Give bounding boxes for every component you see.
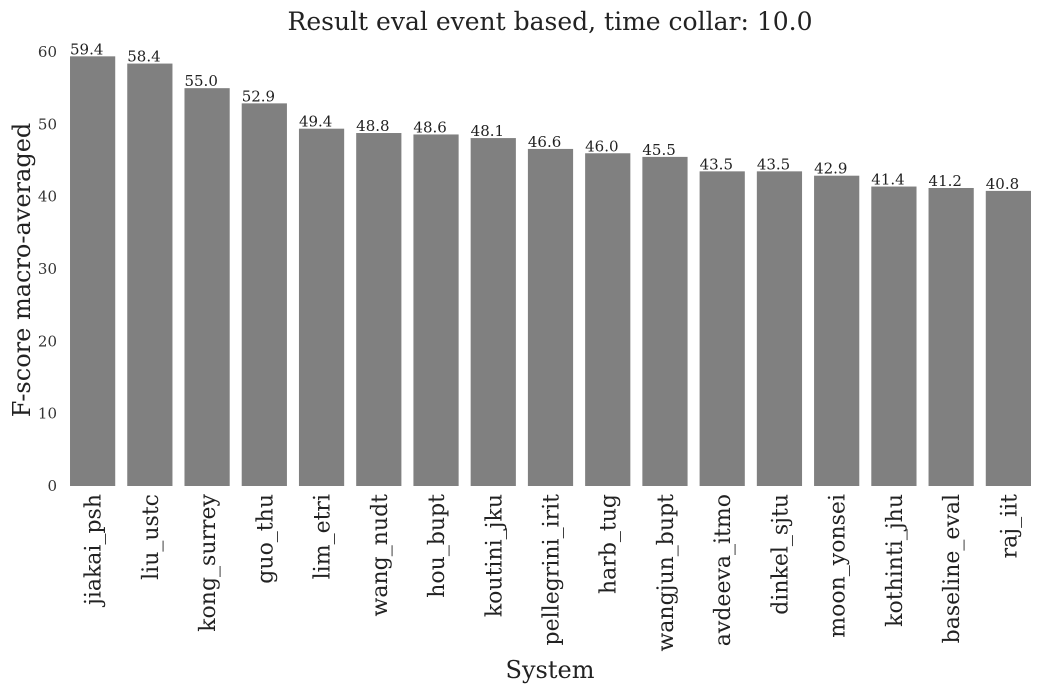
data-label-harb_tug: 46.0 [585,137,618,155]
y-tick-label: 60 [38,43,57,61]
x-tick-label: wangjun_bupt [654,494,679,652]
bar-moon_yonsei [814,175,860,486]
bar-koutini_jku [470,138,516,486]
bar-harb_tug [585,153,631,486]
y-tick-label: 40 [38,188,57,206]
y-axis-label: F-score macro-averaged [8,123,36,418]
x-tick-label: harb_tug [597,494,622,594]
data-labels-group: 59.4 58.4 55.0 52.9 49.4 48.8 48.6 48.1 46.6 46.0… [70,40,1019,193]
data-label-avdeeva_itmo: 43.5 [700,155,733,173]
x-tick-label: liu_ustc [139,494,164,580]
bar-wangjun_bupt [642,156,688,486]
x-tick-label: koutini_jku [482,494,507,617]
bar-lim_etri [298,128,345,486]
chart-title: Result eval event based, time collar: 10… [288,7,813,36]
y-tick-label: 10 [38,405,57,423]
bar-liu_ustc [127,63,173,486]
bar-pellegrini_irit [527,148,574,486]
data-label-wang_nudt: 48.8 [356,117,389,135]
x-tick-label: moon_yonsei [826,494,851,638]
x-tick-label: dinkel_sjtu [768,494,793,615]
x-tick-label: kothinti_jhu [883,494,908,627]
data-label-pellegrini_irit: 46.6 [528,133,561,151]
x-tick-label: kong_surrey [196,493,221,631]
bar-baseline_eval [928,187,974,486]
bars-group [70,56,1031,487]
y-tick-label: 30 [38,260,57,278]
data-label-koutini_jku: 48.1 [471,122,504,140]
x-tick-label: pellegrini_irit [540,494,565,646]
bar-kong_surrey [184,88,230,487]
x-tick-label: avdeeva_itmo [711,494,736,646]
y-tick-label: 0 [47,477,57,495]
bar-avdeeva_itmo [699,171,745,486]
y-tick-label: 50 [38,115,57,133]
data-label-wangjun_bupt: 45.5 [642,141,675,159]
bar-wang_nudt [356,133,402,486]
data-label-raj_iit: 40.8 [986,175,1019,193]
bar-guo_thu [241,103,287,487]
x-tick-label: baseline_eval [940,494,965,643]
bar-raj_iit [985,190,1031,486]
x-tick-label: lim_etri [311,494,336,579]
bar-dinkel_sjtu [756,171,803,486]
data-label-hou_bupt: 48.6 [413,118,446,136]
x-tick-label: raj_iit [997,494,1022,559]
data-label-guo_thu: 52.9 [242,87,275,105]
bar-kothinti_jhu [871,186,917,487]
data-label-dinkel_sjtu: 43.5 [757,155,790,173]
data-label-liu_ustc: 58.4 [127,48,160,66]
bar-jiakai_psh [70,56,116,487]
data-label-jiakai_psh: 59.4 [70,40,103,58]
data-label-kong_surrey: 55.0 [184,72,217,90]
data-label-baseline_eval: 41.2 [929,172,962,190]
data-label-moon_yonsei: 42.9 [814,160,847,178]
x-axis-ticks: jiakai_psh liu_ustc kong_surrey guo_thu lim_… [82,493,1023,651]
y-axis-ticks: 0 10 20 30 40 50 60 [38,43,57,495]
x-tick-label: hou_bupt [425,494,450,598]
x-axis-label: System [506,656,595,684]
x-tick-label: wang_nudt [368,494,393,617]
bar-hou_bupt [413,134,459,486]
x-tick-label: guo_thu [253,494,278,584]
x-tick-label: jiakai_psh [82,494,107,608]
y-tick-label: 20 [38,332,57,350]
data-label-kothinti_jhu: 41.4 [871,171,904,189]
data-label-lim_etri: 49.4 [299,113,332,131]
